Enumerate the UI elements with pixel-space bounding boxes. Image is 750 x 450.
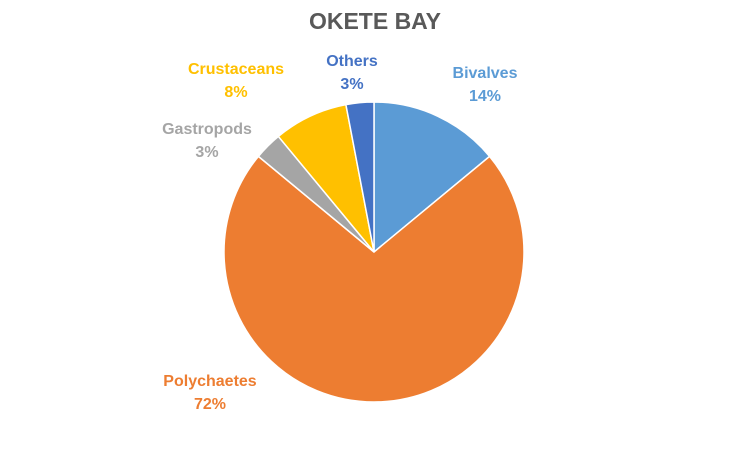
data-label-polychaetes: Polychaetes 72% xyxy=(163,370,256,416)
data-label-gastropods: Gastropods 3% xyxy=(162,118,252,164)
data-label-others: Others 3% xyxy=(326,50,378,96)
chart-title: OKETE BAY xyxy=(308,8,442,34)
pie-slice-others xyxy=(345,101,375,253)
data-label-crustaceans: Crustaceans 8% xyxy=(188,58,284,104)
data-label-value: 72% xyxy=(193,396,227,413)
pie-slice-polychaetes xyxy=(223,155,525,403)
data-label-value: 3% xyxy=(195,144,219,161)
data-label-category: Others xyxy=(326,53,378,70)
data-label-value: 3% xyxy=(340,76,364,93)
data-label-category: Gastropods xyxy=(162,121,252,138)
pie-slice-bivalves xyxy=(373,101,491,254)
data-label-category: Crustaceans xyxy=(187,61,285,78)
data-label-value: 8% xyxy=(224,84,248,101)
data-label-value: 14% xyxy=(468,88,502,105)
data-label-category: Polychaetes xyxy=(163,373,257,390)
data-label-category: Bivalves xyxy=(452,65,518,82)
data-label-bivalves: Bivalves 14% xyxy=(453,62,518,108)
